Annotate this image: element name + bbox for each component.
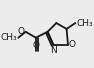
Text: O: O (32, 41, 39, 50)
Text: CH₃: CH₃ (76, 19, 93, 28)
Text: O: O (69, 40, 76, 49)
Text: CH₃: CH₃ (1, 33, 18, 42)
Text: O: O (18, 27, 25, 36)
Text: N: N (50, 46, 57, 55)
